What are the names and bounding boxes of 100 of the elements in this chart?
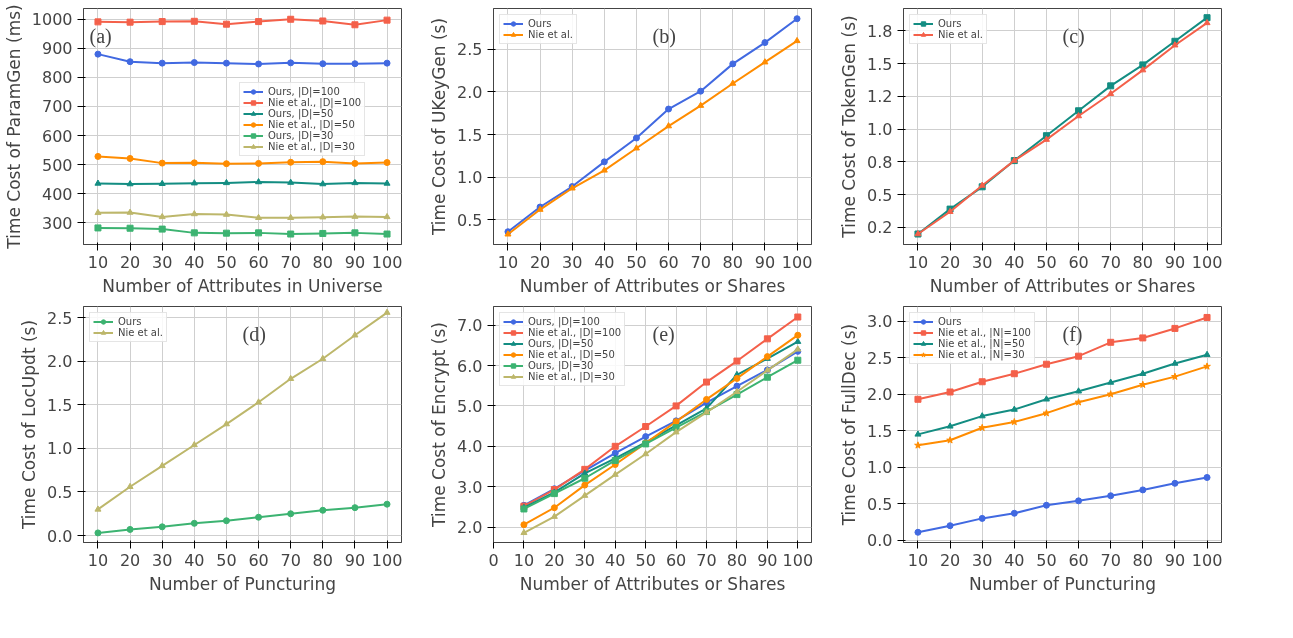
x-axis-title: Number of Attributes or Shares xyxy=(929,275,1196,296)
x-axis-title: Number of Attributes or Shares xyxy=(519,573,786,594)
x-tick-label: 60 xyxy=(658,252,679,272)
y-tick-label: 7.0 xyxy=(457,316,483,336)
y-tick-label: 2.0 xyxy=(867,385,893,405)
x-tick-label: 70 xyxy=(1100,550,1121,570)
x-tick-label: 90 xyxy=(1164,252,1186,272)
x-tick-label: 0 xyxy=(488,550,499,570)
y-axis-title: Time Cost of LocUpdt (s) xyxy=(19,319,40,531)
x-tick-label: 40 xyxy=(184,550,205,570)
legend-label: Ours, |D|=100 xyxy=(528,316,600,327)
legend-label: Ours, |D|=50 xyxy=(268,108,334,119)
x-tick-label: 100 xyxy=(1191,252,1223,272)
x-tick-label: 100 xyxy=(782,550,814,570)
x-tick-label: 10 xyxy=(907,252,929,272)
x-tick-label: 30 xyxy=(574,550,595,570)
y-tick-label: 2.0 xyxy=(47,352,73,372)
annotation: (e) xyxy=(652,322,675,346)
x-tick-label: 40 xyxy=(605,550,626,570)
legend-label: Nie et al. xyxy=(938,29,983,40)
x-tick-label: 10 xyxy=(497,252,519,272)
y-tick-label: 0.0 xyxy=(47,526,73,546)
y-tick-label: 1.0 xyxy=(867,120,893,140)
y-tick-label: 2.5 xyxy=(867,348,893,368)
x-tick-label: 50 xyxy=(626,252,647,272)
legend-label: Nie et al. xyxy=(118,327,163,338)
x-tick-label: 60 xyxy=(1068,550,1089,570)
x-tick-label: 20 xyxy=(544,550,565,570)
x-tick-label: 20 xyxy=(529,252,551,272)
legend-label: Nie et al., |N|=100 xyxy=(938,327,1031,338)
y-tick-label: 3.0 xyxy=(867,312,893,332)
y-tick-label: 1.5 xyxy=(47,395,73,415)
x-tick-label: 70 xyxy=(696,550,717,570)
x-axis-title: Number of Puncturing xyxy=(968,573,1157,594)
x-tick-label: 20 xyxy=(119,550,141,570)
legend-label: Nie et al., |D|=100 xyxy=(528,327,622,338)
y-tick-label: 1.0 xyxy=(457,168,483,188)
x-tick-label: 80 xyxy=(722,252,743,272)
y-tick-label: 300 xyxy=(41,213,73,233)
legend-label: Ours, |D|=30 xyxy=(528,360,594,371)
y-tick-label: 1.2 xyxy=(867,87,893,107)
y-tick-label: 1.5 xyxy=(867,54,893,74)
legend-label: Nie et al., |N|=50 xyxy=(938,338,1025,349)
x-tick-label: 80 xyxy=(726,550,748,570)
x-axis-title: Number of Puncturing xyxy=(148,573,337,594)
x-tick-label: 80 xyxy=(1132,252,1153,272)
x-tick-label: 90 xyxy=(1164,550,1186,570)
y-tick-label: 6.0 xyxy=(457,356,483,376)
y-tick-label: 1.5 xyxy=(867,421,893,441)
x-tick-label: 30 xyxy=(972,252,993,272)
x-tick-label: 60 xyxy=(665,550,687,570)
legend-label: Ours, |D|=50 xyxy=(528,338,594,349)
x-tick-label: 100 xyxy=(781,252,813,272)
y-tick-label: 1.0 xyxy=(867,458,893,478)
x-tick-label: 50 xyxy=(216,252,237,272)
y-axis-title: Time Cost of ParamGen (ms) xyxy=(3,4,24,250)
y-tick-label: 2.5 xyxy=(47,308,73,328)
y-tick-label: 0.5 xyxy=(457,210,483,230)
y-tick-label: 400 xyxy=(41,184,73,204)
annotation: (f) xyxy=(1062,322,1083,346)
legend-label: Nie et al., |D|=50 xyxy=(268,119,355,130)
x-tick-label: 30 xyxy=(152,252,173,272)
x-tick-label: 90 xyxy=(754,252,776,272)
x-tick-label: 20 xyxy=(939,550,961,570)
x-tick-label: 90 xyxy=(344,252,366,272)
legend-label: Nie et al., |D|=100 xyxy=(268,97,362,108)
y-tick-label: 600 xyxy=(41,126,73,146)
y-tick-label: 500 xyxy=(41,155,73,175)
x-tick-label: 100 xyxy=(1191,550,1223,570)
legend-label: Ours, |D|=30 xyxy=(268,130,334,141)
x-axis-title: Number of Attributes in Universe xyxy=(102,275,383,296)
annotation: (c) xyxy=(1062,24,1085,48)
y-tick-label: 0.0 xyxy=(867,531,893,551)
x-tick-label: 40 xyxy=(1004,550,1025,570)
y-axis-title: Time Cost of FullDec (s) xyxy=(839,323,860,527)
x-tick-label: 80 xyxy=(312,550,333,570)
legend-label: Ours xyxy=(938,18,962,29)
y-tick-label: 2.5 xyxy=(457,40,483,60)
x-tick-label: 80 xyxy=(312,252,333,272)
x-tick-label: 30 xyxy=(972,550,993,570)
legend-label: Nie et al. xyxy=(528,29,573,40)
x-tick-label: 30 xyxy=(152,550,173,570)
y-tick-label: 1.0 xyxy=(47,439,73,459)
x-tick-label: 20 xyxy=(119,252,141,272)
x-tick-label: 90 xyxy=(344,550,366,570)
y-tick-label: 2.0 xyxy=(457,518,483,538)
x-tick-label: 50 xyxy=(1036,550,1057,570)
x-tick-label: 10 xyxy=(513,550,535,570)
x-tick-label: 60 xyxy=(1068,252,1089,272)
x-tick-label: 10 xyxy=(907,550,929,570)
y-axis-title: Time Cost of TokenGen (s) xyxy=(839,15,860,239)
y-tick-label: 800 xyxy=(41,68,73,88)
legend-label: Ours xyxy=(938,316,962,327)
legend-label: Nie et al., |N|=30 xyxy=(938,349,1025,360)
y-tick-label: 700 xyxy=(41,97,73,117)
y-tick-label: 5.0 xyxy=(457,396,483,416)
x-tick-label: 70 xyxy=(690,252,711,272)
y-tick-label: 1.5 xyxy=(457,125,483,145)
y-tick-label: 1000 xyxy=(31,10,73,30)
x-tick-label: 60 xyxy=(248,550,269,570)
